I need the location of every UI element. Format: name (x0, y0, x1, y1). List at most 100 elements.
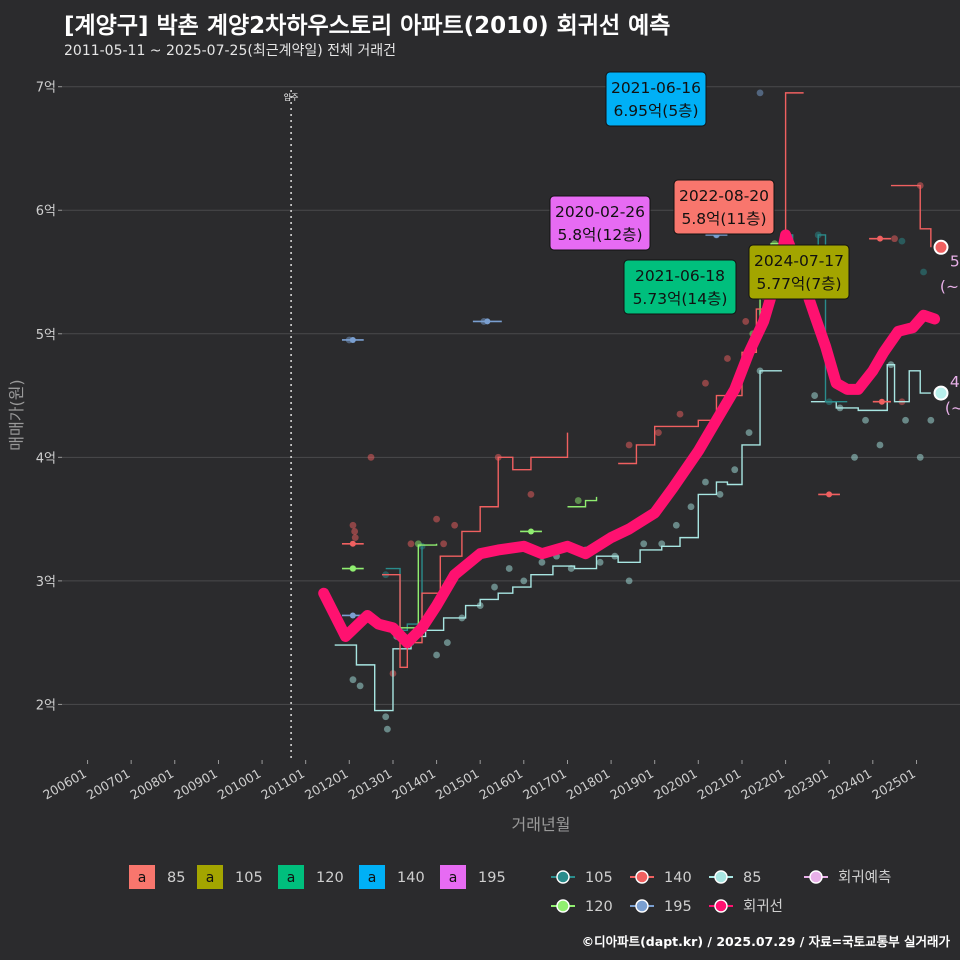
scatter-point-85 (658, 540, 666, 548)
forecast-area: (~140㎡) (940, 277, 960, 295)
page-subtitle: 2011-05-11 ~ 2025-07-25(최근계약일) 전체 거래건 (64, 43, 396, 59)
forecast-point (933, 239, 949, 255)
scatter-point-85 (702, 478, 709, 486)
scatter-point-85 (916, 453, 924, 461)
segment-point-195 (484, 318, 491, 325)
footer-credit: ©디아파트(dapt.kr) / 2025.07.29 / 자료=국토교통부 실… (581, 934, 950, 949)
legend-point-key (635, 899, 649, 913)
move-in-label: 입주 (284, 93, 299, 102)
legend-swatch-105 (197, 865, 223, 889)
scatter-point-85 (902, 416, 909, 424)
legend-line-label: 105 (585, 870, 613, 886)
legend-point-key (714, 899, 728, 913)
legend-point-key (556, 899, 570, 913)
scatter-point-140 (351, 534, 359, 542)
regression-layer (318, 229, 941, 649)
x-tick-label: 201101 (258, 766, 307, 803)
scatter-point-140 (654, 429, 662, 437)
scatter-point-140 (625, 441, 633, 449)
scatter-point-140 (440, 540, 448, 548)
callout-box-120 (623, 259, 737, 315)
scatter-point-140 (367, 453, 375, 461)
x-tick-label: 200801 (127, 766, 176, 803)
callout-box-195 (549, 195, 651, 251)
move-in-layer: 입주 (284, 90, 299, 760)
legend-label-140: 140 (397, 870, 425, 886)
scatter-point-140 (433, 515, 440, 523)
callout-layer: 2021-06-16 6.95억(5층) 2022-08-20 5.8억(11층) 20… (549, 71, 850, 315)
x-axis-title: 거래년월 (512, 815, 571, 834)
legend-line-label: 회귀예측 (838, 869, 891, 886)
scatter-point-85 (382, 713, 390, 721)
forecast-value: 57,000 (950, 252, 960, 270)
scatter-point-85 (811, 392, 819, 399)
legend-glyph: a (206, 870, 215, 886)
step-line-85 (810, 363, 931, 412)
x-tick-label: 201201 (302, 766, 351, 803)
y-tick-label: 5억 (36, 328, 56, 343)
callout-box-140 (605, 71, 707, 127)
callout-text: 5.73억(14층) (633, 290, 728, 308)
scatter-point-85 (491, 583, 498, 591)
scatter-point-85 (433, 651, 440, 659)
scatter-point-140 (724, 355, 731, 362)
step-line-105 (385, 546, 423, 631)
y-tick-label: 6억 (36, 204, 56, 219)
callout-text: 2020-02-26 (555, 203, 645, 221)
x-tick-label: 201401 (389, 766, 438, 803)
x-tick-label: 200701 (84, 766, 133, 803)
scatter-point-85 (927, 416, 935, 424)
x-tick-label: 202501 (869, 766, 918, 803)
legend-layer: a 85 a 105 a 120 a 140 a 195 105 140 85 회귀예측 120 195 회귀선 (129, 865, 891, 915)
legend-glyph: a (449, 870, 458, 886)
scatter-point-85 (538, 558, 546, 566)
scatter-point-85 (862, 416, 869, 424)
scatter-point-85 (505, 565, 513, 572)
callout-text: 5.8억(11층) (682, 210, 767, 228)
x-tick-label: 201701 (520, 766, 569, 803)
callout-text: 2021-06-18 (635, 267, 725, 285)
callout-text: 2024-07-17 (754, 252, 844, 270)
forecast-layer: 57,000 (~140㎡) 45,200 (~85㎡) (933, 239, 960, 417)
forecast-area: (~85㎡) (945, 399, 960, 417)
scatter-point-140 (891, 235, 898, 243)
legend-swatch-85 (129, 865, 155, 889)
legend-swatch-140 (359, 865, 385, 889)
scatter-point-105 (898, 237, 906, 245)
scatter-point-85 (383, 725, 391, 733)
segment-point-140 (877, 235, 884, 242)
legend-point-key (635, 870, 649, 884)
legend-label-195: 195 (478, 870, 506, 886)
segment-point-120 (528, 528, 535, 535)
callout-text: 6.95억(5층) (614, 102, 699, 120)
segment-point-120 (349, 565, 356, 572)
step-line-85 (334, 370, 782, 712)
segment-point-195 (349, 612, 356, 619)
y-axis-title: 매매가(원) (7, 379, 26, 450)
x-tick-label: 202401 (825, 766, 874, 803)
x-tick-label: 201601 (476, 766, 525, 803)
y-tick-label: 2억 (36, 698, 56, 713)
y-tick-label: 3억 (36, 575, 56, 590)
x-tick-label: 202201 (738, 766, 787, 803)
callout-text: 2021-06-16 (611, 79, 701, 97)
scatter-point-140 (742, 318, 750, 325)
forecast-value: 45,200 (950, 373, 960, 391)
step-line-140 (381, 432, 569, 669)
scatter-point-85 (640, 540, 648, 548)
grid-layer (62, 86, 960, 705)
x-tick-label: 201801 (564, 766, 613, 803)
scatter-point-85 (731, 466, 739, 474)
scatter-point-140 (351, 528, 359, 535)
segment-point-140 (878, 398, 885, 405)
callout-box-85 (673, 179, 775, 235)
x-tick-label: 201901 (607, 766, 656, 803)
legend-glyph: a (138, 870, 147, 886)
scatter-point-85 (876, 441, 884, 449)
callout-text: 5.8억(12층) (558, 226, 643, 244)
regression-line (318, 229, 941, 649)
scatter-point-85 (520, 577, 528, 585)
scatter-point-140 (451, 521, 459, 529)
x-tick-label: 202001 (651, 766, 700, 803)
